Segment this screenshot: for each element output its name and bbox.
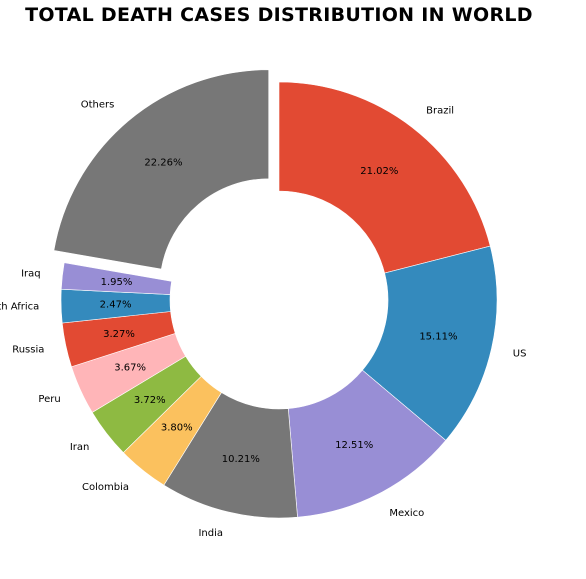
slice-label-brazil: Brazil <box>426 106 454 117</box>
slice-label-india: India <box>198 528 223 539</box>
slice-percent-colombia: 3.80% <box>161 423 193 434</box>
slice-percent-russia: 3.27% <box>103 329 135 340</box>
slice-label-colombia: Colombia <box>82 482 129 493</box>
slice-label-us: US <box>513 348 527 359</box>
slice-percent-others: 22.26% <box>144 158 182 169</box>
slice-label-iraq: Iraq <box>21 268 41 279</box>
slice-percent-peru: 3.67% <box>114 363 146 374</box>
slice-percent-brazil: 21.02% <box>360 166 398 177</box>
slice-percent-iran: 3.72% <box>134 395 166 406</box>
slice-label-mexico: Mexico <box>389 508 424 519</box>
slice-percent-us: 15.11% <box>419 331 457 342</box>
chart-title: TOTAL DEATH CASES DISTRIBUTION IN WORLD <box>25 4 533 26</box>
slice-percent-iraq: 1.95% <box>101 277 133 288</box>
slice-brazil <box>278 81 491 274</box>
slice-label-peru: Peru <box>38 394 60 405</box>
slice-us <box>361 245 498 441</box>
slice-label-others: Others <box>81 99 115 110</box>
slice-percent-india: 10.21% <box>222 454 260 465</box>
slice-others <box>53 69 269 270</box>
slice-percent-south-africa: 2.47% <box>100 300 132 311</box>
slice-percent-mexico: 12.51% <box>335 440 373 451</box>
slice-iraq <box>60 262 172 295</box>
slice-label-south-africa: South Africa <box>0 302 39 313</box>
slice-label-iran: Iran <box>70 442 90 453</box>
slice-label-russia: Russia <box>12 345 44 356</box>
